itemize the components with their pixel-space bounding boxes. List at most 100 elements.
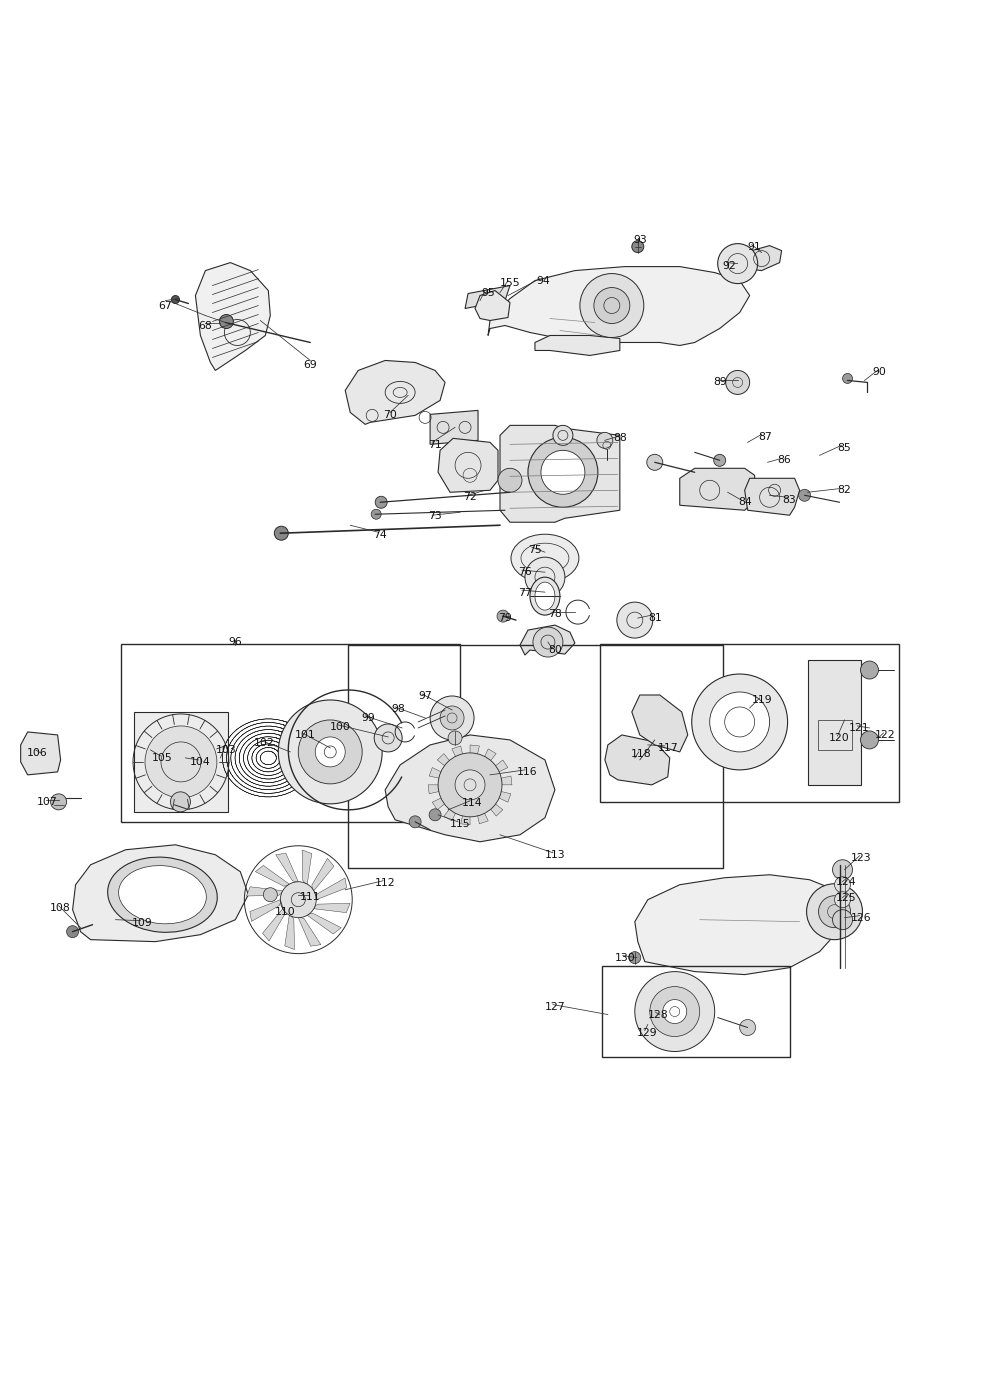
Circle shape (440, 707, 464, 730)
Polygon shape (499, 792, 511, 802)
Text: 127: 127 (545, 1002, 565, 1012)
Bar (602, 966, 790, 1057)
Polygon shape (314, 904, 350, 912)
Text: 106: 106 (27, 748, 48, 758)
Text: 126: 126 (851, 912, 872, 923)
Polygon shape (21, 731, 61, 776)
Circle shape (263, 887, 277, 901)
Text: 120: 120 (829, 733, 850, 742)
Text: 74: 74 (373, 530, 387, 540)
Circle shape (533, 627, 563, 657)
Text: 118: 118 (630, 749, 651, 759)
Circle shape (374, 724, 402, 752)
Circle shape (594, 287, 630, 323)
Circle shape (718, 244, 758, 283)
Circle shape (833, 909, 853, 930)
Text: 67: 67 (159, 301, 172, 310)
Text: 94: 94 (536, 276, 550, 286)
Polygon shape (73, 845, 248, 941)
Text: 103: 103 (216, 745, 237, 755)
Text: 71: 71 (428, 440, 442, 450)
Polygon shape (437, 753, 450, 766)
Polygon shape (438, 439, 498, 493)
Polygon shape (501, 776, 512, 785)
Polygon shape (520, 625, 575, 655)
Circle shape (278, 700, 382, 803)
Text: 108: 108 (50, 903, 71, 912)
Circle shape (528, 437, 598, 508)
Circle shape (635, 972, 715, 1052)
Text: 86: 86 (778, 455, 791, 465)
Text: 121: 121 (849, 723, 870, 733)
Polygon shape (285, 915, 294, 949)
Text: 115: 115 (450, 818, 470, 829)
Text: 122: 122 (875, 730, 896, 740)
Polygon shape (255, 865, 289, 886)
Circle shape (819, 896, 851, 927)
Ellipse shape (108, 857, 217, 933)
Polygon shape (605, 736, 670, 785)
Polygon shape (444, 809, 456, 821)
Text: 100: 100 (330, 722, 351, 731)
Text: 113: 113 (545, 850, 565, 860)
Text: 107: 107 (37, 796, 58, 807)
Text: 84: 84 (738, 497, 752, 508)
Circle shape (860, 731, 878, 749)
Polygon shape (635, 875, 842, 974)
Text: 104: 104 (190, 756, 211, 767)
Text: 112: 112 (375, 878, 395, 887)
Polygon shape (740, 246, 782, 270)
Circle shape (597, 432, 613, 448)
Polygon shape (452, 747, 463, 758)
Circle shape (714, 454, 726, 466)
Circle shape (219, 315, 233, 328)
Text: 69: 69 (303, 360, 317, 370)
Text: 82: 82 (838, 486, 851, 495)
Ellipse shape (530, 577, 560, 615)
Text: 87: 87 (758, 432, 772, 443)
Circle shape (617, 602, 653, 638)
Circle shape (632, 240, 644, 253)
Text: 76: 76 (518, 567, 532, 577)
Polygon shape (535, 335, 620, 356)
Text: 116: 116 (517, 767, 537, 777)
Polygon shape (484, 749, 496, 762)
Text: 70: 70 (383, 410, 397, 421)
Text: 125: 125 (836, 893, 857, 903)
Text: 91: 91 (748, 241, 762, 251)
Bar (121, 644, 460, 822)
Polygon shape (302, 850, 312, 885)
Text: 96: 96 (228, 638, 242, 647)
Polygon shape (745, 479, 800, 515)
Text: 81: 81 (648, 613, 662, 624)
Text: 90: 90 (873, 367, 886, 378)
Circle shape (833, 860, 853, 879)
Polygon shape (477, 811, 488, 824)
Text: 102: 102 (254, 738, 275, 748)
Polygon shape (134, 712, 228, 811)
Text: 117: 117 (657, 742, 678, 753)
Text: 129: 129 (636, 1028, 657, 1038)
Circle shape (375, 497, 387, 508)
Circle shape (541, 450, 585, 494)
Text: 92: 92 (723, 261, 737, 270)
Text: 110: 110 (275, 907, 296, 916)
Circle shape (799, 490, 811, 501)
Polygon shape (429, 767, 441, 778)
Circle shape (650, 987, 700, 1036)
Text: 109: 109 (132, 918, 153, 927)
Text: 128: 128 (647, 1010, 668, 1020)
Polygon shape (312, 858, 334, 890)
Text: 105: 105 (152, 753, 173, 763)
Text: 88: 88 (613, 433, 627, 443)
Circle shape (171, 295, 179, 304)
Circle shape (807, 883, 862, 940)
Bar (348, 644, 723, 868)
Circle shape (710, 691, 770, 752)
Text: 101: 101 (295, 730, 316, 740)
Circle shape (553, 425, 573, 446)
Polygon shape (500, 425, 620, 522)
Circle shape (726, 370, 750, 395)
Circle shape (145, 726, 217, 798)
Circle shape (51, 793, 67, 810)
